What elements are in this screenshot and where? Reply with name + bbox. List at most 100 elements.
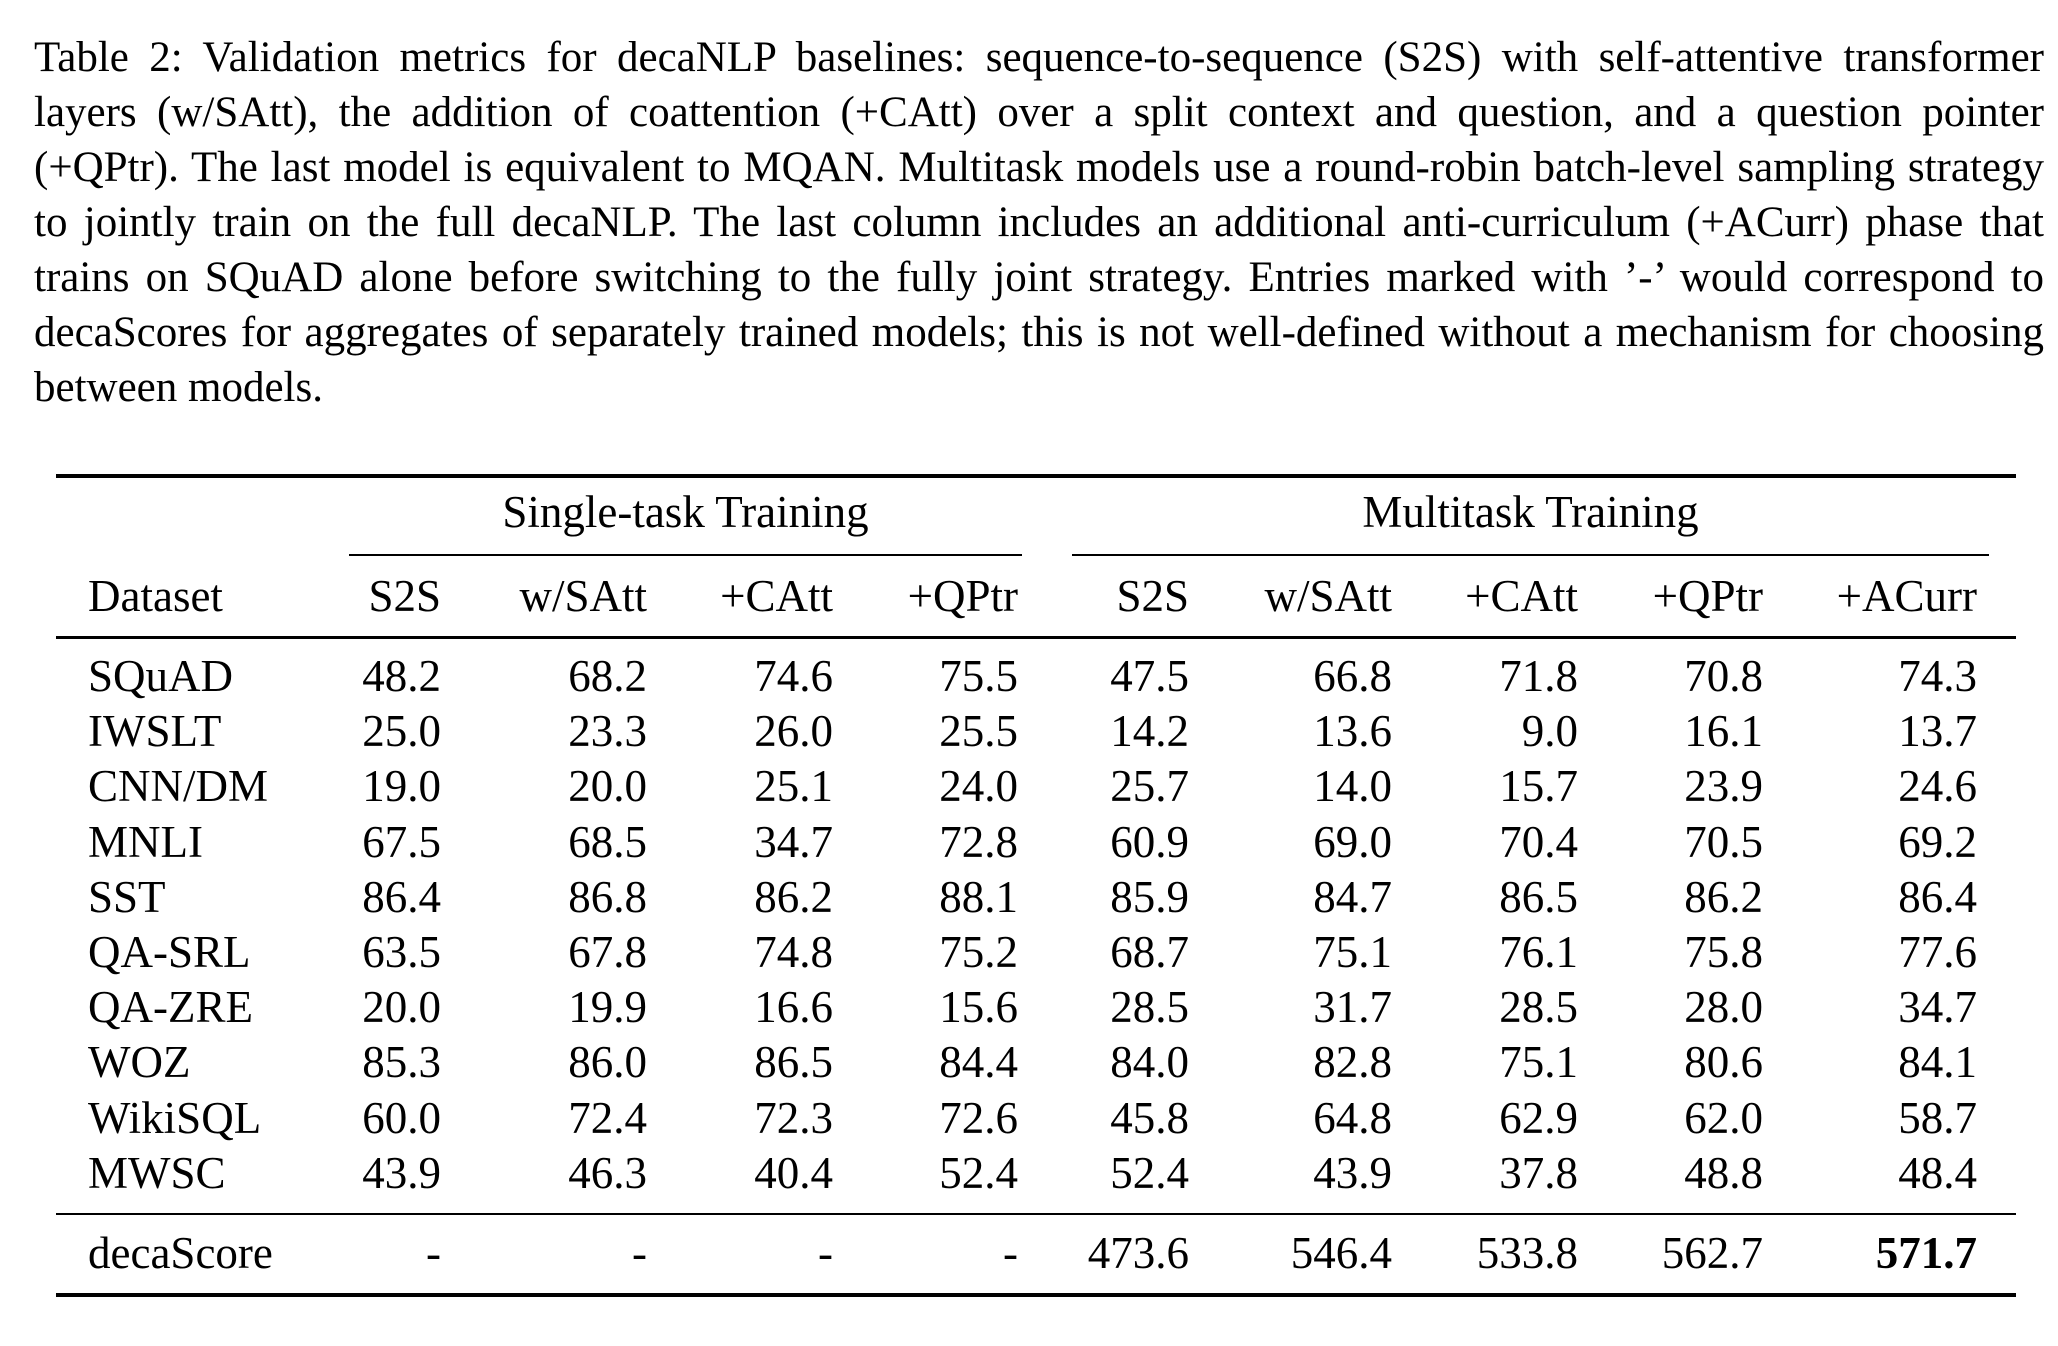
table-cell: 70.4	[1499, 817, 1578, 867]
table-cell: 34.7	[1898, 982, 1977, 1032]
table-cell: 16.6	[754, 982, 833, 1032]
table-cell: 58.7	[1898, 1093, 1977, 1143]
decascore-cell: 533.8	[1476, 1228, 1578, 1278]
group-header-multitask: Multitask Training	[1362, 487, 1699, 537]
table-cell: 86.4	[362, 872, 441, 922]
table-cell: 25.1	[754, 761, 833, 811]
table-cell: 72.8	[939, 817, 1018, 867]
column-header-dataset: Dataset	[88, 571, 223, 621]
table-cell: 13.6	[1313, 706, 1392, 756]
table-cell: 60.0	[362, 1093, 441, 1143]
table-cell: 66.8	[1313, 651, 1392, 701]
table-cell: 37.8	[1499, 1148, 1578, 1198]
multitask-group-rule	[1072, 554, 1989, 556]
table-cell: 69.2	[1898, 817, 1977, 867]
table-cell: 52.4	[1110, 1148, 1189, 1198]
table-cell: 63.5	[362, 927, 441, 977]
table-cell: 28.5	[1499, 982, 1578, 1032]
table-cell: 15.6	[939, 982, 1018, 1032]
table-cell: 71.8	[1499, 651, 1578, 701]
table-cell: 28.0	[1684, 982, 1763, 1032]
table-caption: Table 2: Validation metrics for decaNLP …	[34, 34, 2044, 411]
best-decascore-cell: 571.7	[1875, 1228, 1977, 1278]
decascore-cell: -	[1003, 1228, 1018, 1278]
table-cell: 85.3	[362, 1037, 441, 1087]
row-dataset-name: SST	[88, 872, 166, 922]
table-bottom-rule	[56, 1293, 2016, 1297]
decascore-cell: -	[818, 1228, 833, 1278]
table-cell: 40.4	[754, 1148, 833, 1198]
table-cell: 34.7	[754, 817, 833, 867]
row-dataset-name: QA-ZRE	[88, 982, 253, 1032]
table-cell: 67.5	[362, 817, 441, 867]
table-cell: 84.1	[1898, 1037, 1977, 1087]
row-dataset-name: QA-SRL	[88, 927, 251, 977]
row-dataset-name: WOZ	[88, 1037, 191, 1087]
table-cell: 15.7	[1499, 761, 1578, 811]
table-cell: 9.0	[1521, 706, 1578, 756]
column-header: S2S	[368, 571, 441, 621]
table-cell: 43.9	[1313, 1148, 1392, 1198]
table-cell: 72.4	[568, 1093, 647, 1143]
table-cell: 25.0	[362, 706, 441, 756]
decascore-cell: -	[632, 1228, 647, 1278]
table-cell: 72.3	[754, 1093, 833, 1143]
row-dataset-name: WikiSQL	[88, 1093, 262, 1143]
table-cell: 84.4	[939, 1037, 1018, 1087]
table-cell: 14.0	[1313, 761, 1392, 811]
column-header: +QPtr	[1652, 571, 1763, 621]
table-cell: 85.9	[1110, 872, 1189, 922]
score-separator-rule	[56, 1213, 2016, 1215]
table-cell: 62.9	[1499, 1093, 1578, 1143]
table-cell: 23.3	[568, 706, 647, 756]
table-cell: 24.6	[1898, 761, 1977, 811]
table-cell: 26.0	[754, 706, 833, 756]
decascore-cell: -	[426, 1228, 441, 1278]
table-cell: 86.5	[754, 1037, 833, 1087]
table-cell: 74.3	[1898, 651, 1977, 701]
table-cell: 75.5	[939, 651, 1018, 701]
row-dataset-name: IWSLT	[88, 706, 222, 756]
table-cell: 75.2	[939, 927, 1018, 977]
table-cell: 75.1	[1313, 927, 1392, 977]
decascore-cell: 473.6	[1087, 1228, 1189, 1278]
table-cell: 48.4	[1898, 1148, 1977, 1198]
table-cell: 68.2	[568, 651, 647, 701]
table-cell: 74.6	[754, 651, 833, 701]
column-header: w/SAtt	[519, 571, 647, 621]
single-task-group-rule	[349, 554, 1022, 556]
column-header: +CAtt	[1465, 571, 1578, 621]
table-cell: 14.2	[1110, 706, 1189, 756]
header-bottom-rule	[56, 636, 2016, 639]
table-cell: 25.5	[939, 706, 1018, 756]
table-top-rule	[56, 474, 2016, 478]
table-cell: 47.5	[1110, 651, 1189, 701]
table-cell: 31.7	[1313, 982, 1392, 1032]
table-cell: 75.1	[1499, 1037, 1578, 1087]
row-dataset-name: SQuAD	[88, 651, 234, 701]
decascore-cell: 562.7	[1661, 1228, 1763, 1278]
row-decascore-label: decaScore	[88, 1228, 273, 1278]
table-cell: 16.1	[1684, 706, 1763, 756]
table-cell: 24.0	[939, 761, 1018, 811]
table-cell: 77.6	[1898, 927, 1977, 977]
table-cell: 70.5	[1684, 817, 1763, 867]
column-header: +CAtt	[720, 571, 833, 621]
table-cell: 46.3	[568, 1148, 647, 1198]
table-cell: 60.9	[1110, 817, 1189, 867]
table-cell: 86.4	[1898, 872, 1977, 922]
table-cell: 43.9	[362, 1148, 441, 1198]
table-cell: 45.8	[1110, 1093, 1189, 1143]
table-cell: 86.2	[1684, 872, 1763, 922]
table-cell: 80.6	[1684, 1037, 1763, 1087]
column-header: +ACurr	[1836, 571, 1977, 621]
decascore-cell: 546.4	[1290, 1228, 1392, 1278]
table-cell: 13.7	[1898, 706, 1977, 756]
table-cell: 86.2	[754, 872, 833, 922]
table-cell: 84.7	[1313, 872, 1392, 922]
row-dataset-name: MWSC	[88, 1148, 226, 1198]
table-cell: 76.1	[1499, 927, 1578, 977]
table-cell: 84.0	[1110, 1037, 1189, 1087]
column-header: w/SAtt	[1264, 571, 1392, 621]
table-cell: 72.6	[939, 1093, 1018, 1143]
